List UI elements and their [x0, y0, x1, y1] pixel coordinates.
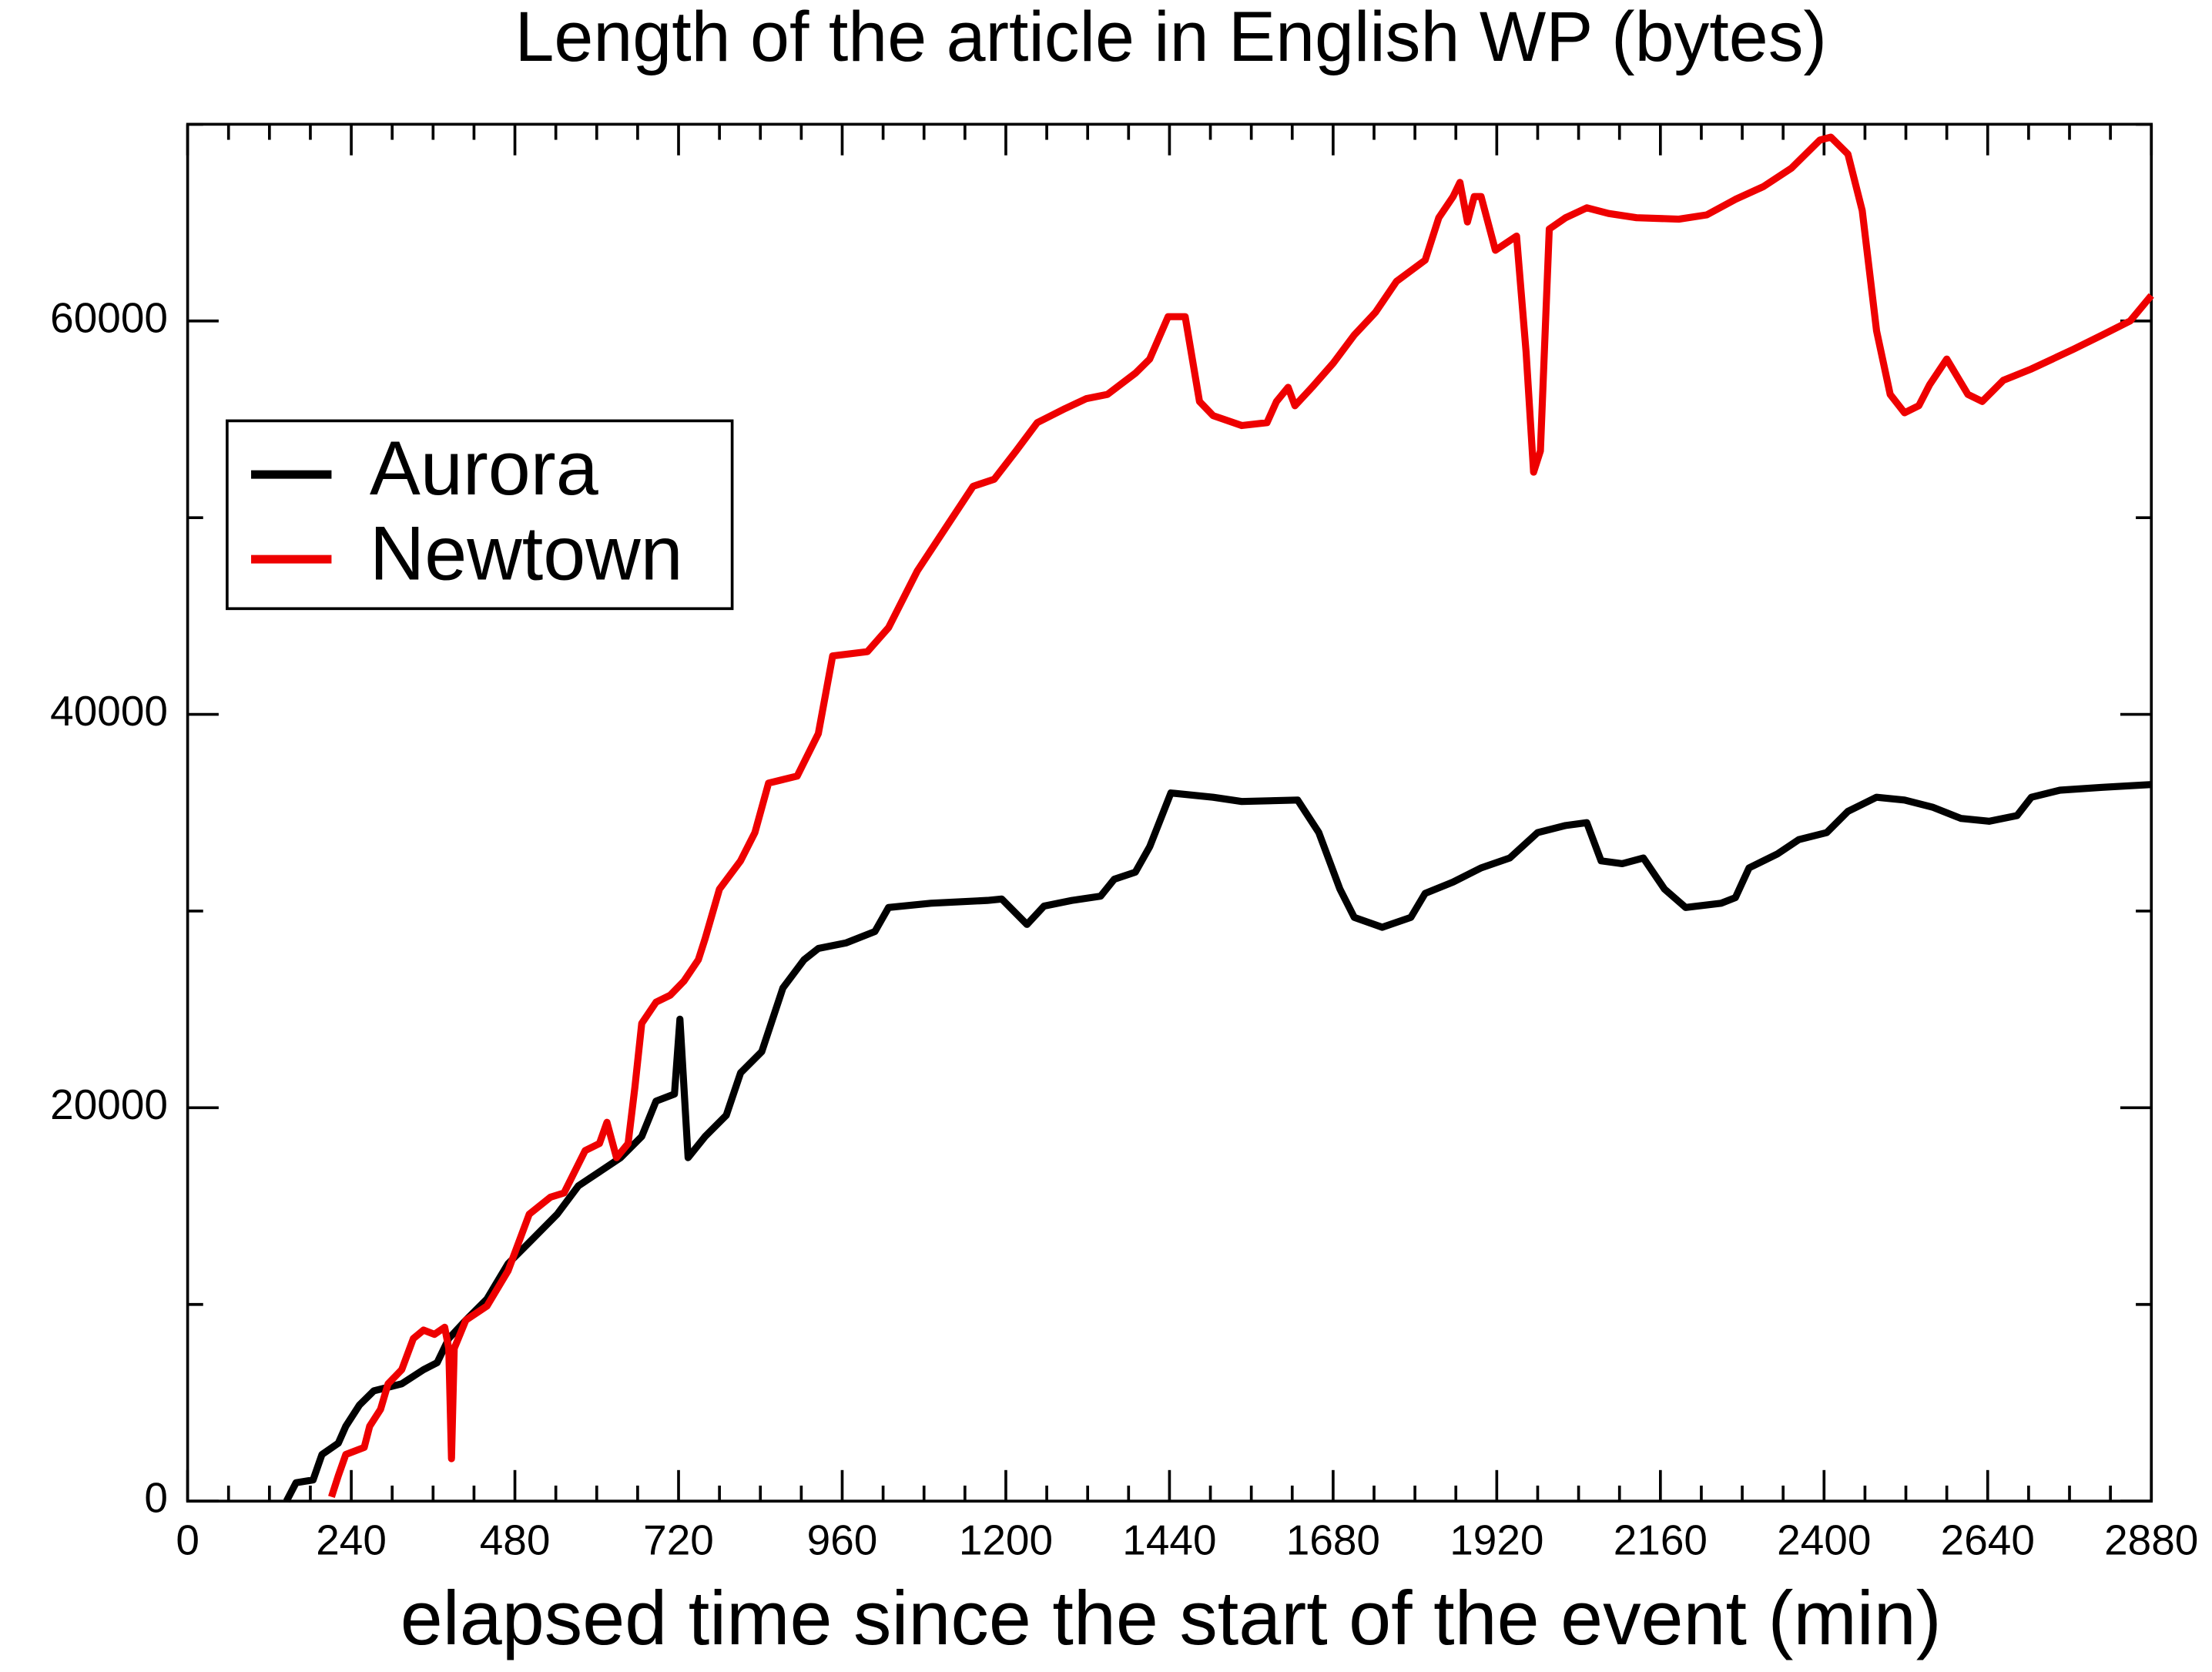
- legend-label: Newtown: [370, 510, 683, 595]
- y-tick-label: 60000: [50, 293, 168, 341]
- y-tick-label: 40000: [50, 687, 168, 735]
- x-tick-label: 2400: [1777, 1516, 1871, 1564]
- data-line: [328, 133, 2154, 1499]
- x-tick-label: 1200: [959, 1516, 1053, 1564]
- legend-label: Aurora: [370, 425, 599, 511]
- x-tick-label: 720: [643, 1516, 714, 1564]
- legend-box: [226, 419, 734, 611]
- x-tick-label: 2160: [1614, 1516, 1708, 1564]
- x-tick-label: 240: [316, 1516, 387, 1564]
- x-tick-label: 1680: [1286, 1516, 1380, 1564]
- plot-frame: [186, 122, 2153, 1503]
- data-line: [283, 781, 2152, 1503]
- x-tick-label: 2640: [1941, 1516, 2035, 1564]
- x-tick-label: 0: [176, 1516, 199, 1564]
- x-tick-label: 480: [480, 1516, 551, 1564]
- y-tick-label: 0: [144, 1474, 168, 1522]
- x-tick-label: 2880: [2104, 1516, 2198, 1564]
- x-tick-label: 1920: [1450, 1516, 1543, 1564]
- chart-title: Length of the article in English WP (byt…: [515, 0, 1827, 76]
- x-axis-label: elapsed time since the start of the even…: [401, 1575, 1942, 1660]
- x-tick-label: 1440: [1122, 1516, 1216, 1564]
- x-tick-label: 960: [807, 1516, 878, 1564]
- y-tick-label: 20000: [50, 1081, 168, 1128]
